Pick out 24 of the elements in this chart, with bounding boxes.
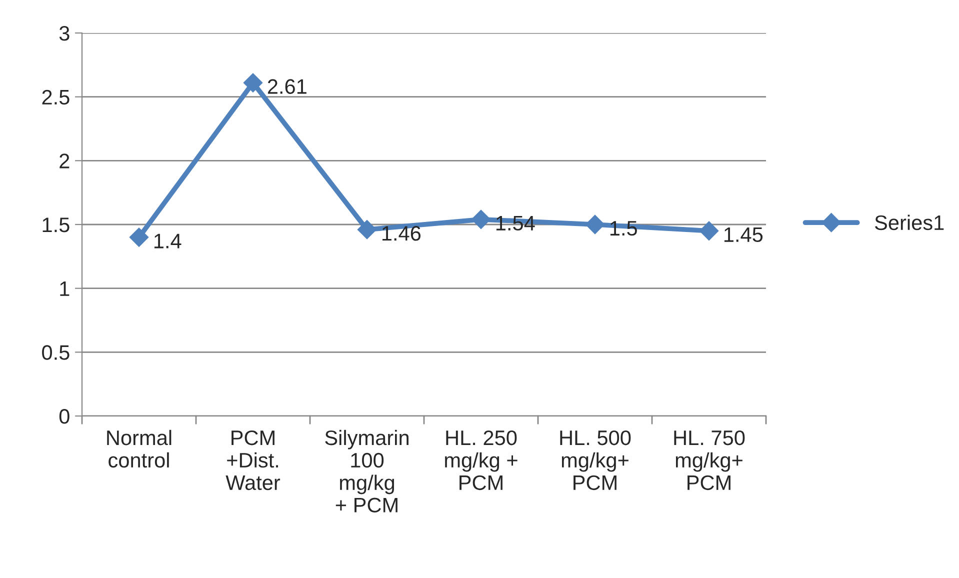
data-label: 1.4 — [154, 234, 182, 248]
x-tick-label: Silymarin 100 mg/kg + PCM — [325, 430, 408, 513]
y-tick-label: 2 — [60, 154, 70, 168]
x-tick-label: HL. 500 mg/kg+ PCM — [560, 430, 631, 490]
point — [471, 210, 491, 229]
point — [585, 214, 605, 234]
y-tick-label: 1 — [60, 282, 70, 296]
point — [243, 73, 263, 92]
y-tick-label: 3 — [59, 26, 70, 41]
x-tick-label: PCM +Dist. Water — [226, 430, 280, 490]
x-tick-label: Normal control — [107, 430, 172, 468]
y-tick-label: 2.5 — [42, 90, 70, 105]
y-tick-label: 1.5 — [42, 218, 70, 232]
data-label: 2.61 — [268, 79, 306, 94]
point — [129, 228, 149, 247]
data-label: 1.45 — [724, 227, 763, 242]
legend-label: Series1 — [874, 214, 944, 230]
point — [357, 220, 377, 240]
y-tick-label: 0 — [59, 409, 70, 424]
y-tick-label: 0.5 — [42, 345, 70, 360]
point — [699, 221, 719, 240]
x-tick-label: HL. 250 mg/kg + PCM — [445, 430, 518, 490]
x-tick-label: HL. 750 mg/kg+ PCM — [674, 430, 745, 490]
data-label: 1.46 — [382, 226, 421, 241]
